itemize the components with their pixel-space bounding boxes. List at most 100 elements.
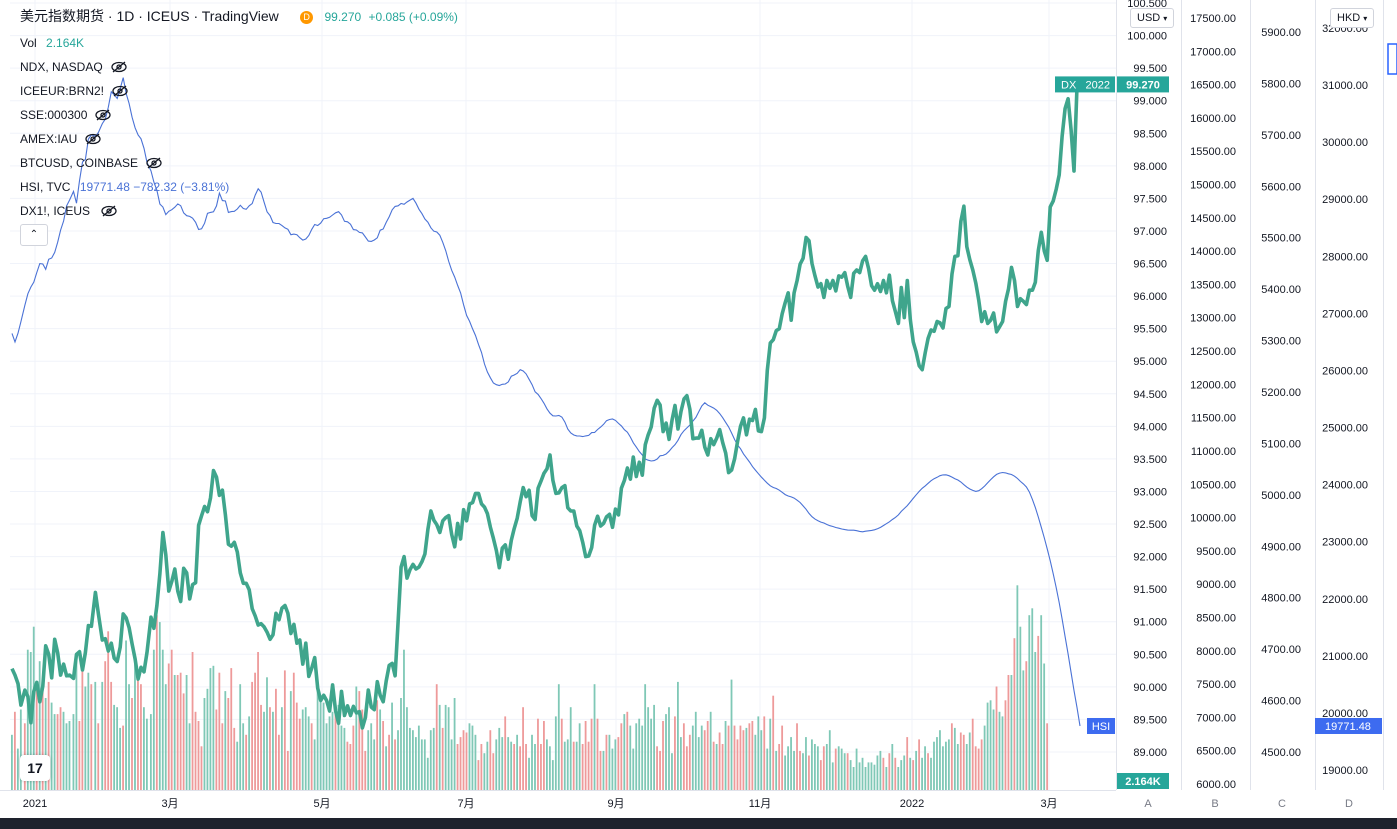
bottom-toolbar	[0, 818, 1397, 829]
hidden-symbol-legend[interactable]: ICEEUR:BRN2!	[20, 84, 128, 98]
hsi-legend[interactable]: HSI, TVC 19771.48 −782.32 (−3.81%)	[20, 180, 229, 194]
volume-bar	[593, 684, 596, 790]
volume-bar	[173, 675, 176, 790]
hidden-symbol-legend[interactable]: BTCUSD, COINBASE	[20, 156, 162, 170]
hidden-eye-icon[interactable]	[112, 85, 128, 97]
volume-bar	[930, 757, 932, 790]
volume-bar	[840, 748, 843, 790]
volume-bar	[266, 677, 268, 790]
hidden-symbol-legend[interactable]: NDX, NASDAQ	[20, 60, 127, 74]
volume-legend[interactable]: Vol 2.164K	[20, 36, 84, 50]
volume-bar	[545, 739, 548, 790]
volume-bar	[370, 723, 373, 790]
volume-bar	[128, 684, 130, 790]
volume-bar	[825, 744, 828, 790]
volume-bar	[13, 711, 16, 790]
volume-bar	[831, 762, 834, 790]
volume-bar	[116, 707, 119, 790]
volume-bar	[796, 723, 798, 790]
axis-tick-label: 100.000	[1127, 31, 1167, 43]
hidden-symbol-label: ICEEUR:BRN2!	[20, 84, 105, 98]
volume-bar	[167, 663, 170, 790]
volume-bar	[212, 665, 215, 790]
hidden-eye-icon[interactable]	[101, 205, 118, 217]
axis-tick-label: 14000.00	[1190, 246, 1236, 258]
volume-bar	[942, 746, 944, 790]
volume-bar	[635, 723, 638, 790]
collapse-legend-button[interactable]: ⌃	[20, 224, 48, 246]
axis-tick-label: 23000.00	[1322, 537, 1368, 549]
currency-usd-button[interactable]: USD ▾	[1130, 8, 1175, 28]
currency-hkd-button[interactable]: HKD ▾	[1330, 8, 1375, 28]
axis-tick-label: 99.000	[1133, 96, 1167, 108]
axis-tick-label: 6500.00	[1196, 746, 1236, 758]
axis-tick-label: 16500.00	[1190, 80, 1236, 92]
volume-bar	[953, 727, 956, 790]
volume-bar	[269, 707, 271, 790]
volume-bar	[140, 684, 142, 790]
volume-bar	[429, 730, 432, 790]
volume-bar	[885, 767, 888, 790]
volume-bar	[65, 723, 68, 790]
volume-bar	[962, 734, 965, 790]
volume-bar	[376, 700, 379, 790]
axis-tick-label: 92.000	[1133, 552, 1167, 564]
volume-bar	[62, 711, 65, 790]
last-value-labels: DX 2022 99.270 HSI 19771.48 2.164K	[1055, 76, 1382, 789]
volume-bar	[283, 670, 286, 790]
volume-bar	[90, 684, 93, 790]
axis-tick-label: 8000.00	[1196, 646, 1236, 658]
volume-bar	[980, 739, 983, 790]
axis-tick-label: 9000.00	[1196, 579, 1236, 591]
volume-bar	[334, 704, 337, 790]
volume-bar	[158, 622, 161, 790]
last-price: 99.270	[324, 10, 362, 24]
volume-bar	[254, 672, 256, 790]
volume-bar	[1016, 585, 1019, 790]
hsi-name-text: HSI	[1092, 721, 1110, 733]
volume-bar	[382, 721, 385, 790]
volume-bar	[275, 688, 277, 790]
volume-bar	[468, 723, 471, 790]
symbol-title[interactable]: 美元指数期货 · 1D · ICEUS · TradingView	[20, 8, 279, 24]
volume-bar	[59, 707, 62, 790]
volume-bar	[286, 750, 289, 790]
tradingview-logo[interactable]: 17	[20, 755, 50, 781]
volume-bar	[876, 755, 879, 790]
volume-bar	[1004, 700, 1007, 790]
volume-bar	[766, 748, 769, 790]
axis-tick-label: 97.000	[1133, 226, 1167, 238]
data-delay-badge: D	[300, 11, 314, 24]
volume-bar	[507, 737, 510, 790]
volume-bar	[742, 730, 745, 790]
volume-bar	[656, 746, 658, 790]
axis-tick-label: 6000.00	[1196, 779, 1236, 791]
volume-bar	[682, 723, 685, 790]
hidden-symbol-legend[interactable]: AMEX:IAU	[20, 132, 102, 146]
hidden-eye-icon[interactable]	[85, 133, 102, 145]
hidden-eye-icon[interactable]	[111, 61, 127, 73]
axis-tick-label: 89.500	[1133, 714, 1167, 726]
hidden-eye-icon[interactable]	[146, 157, 162, 169]
price-change: +0.085 (+0.09%)	[368, 10, 458, 24]
volume-bar	[388, 734, 390, 790]
volume-bar	[581, 744, 584, 790]
volume-bar	[155, 615, 158, 790]
volume-bar	[313, 739, 316, 790]
price-axes: 100.500 100.000 99.500 99.000 98.500 98.000 97…	[1116, 0, 1397, 810]
volume-bar	[200, 746, 203, 790]
dx1-legend[interactable]: DX1!, ICEUS	[20, 204, 118, 218]
hidden-eye-icon[interactable]	[95, 109, 112, 121]
hidden-symbol-legend[interactable]: SSE:000300	[20, 108, 112, 122]
axis-tick-label: 15000.00	[1190, 180, 1236, 192]
axis-tick-label: 96.500	[1133, 259, 1167, 271]
chevron-down-icon: ▾	[1363, 14, 1368, 23]
axis-tick-label: 4500.00	[1261, 747, 1301, 759]
volume-bar	[176, 675, 179, 790]
volume-bar	[769, 718, 772, 790]
volume-bar	[278, 734, 280, 790]
volume-bar	[617, 737, 620, 790]
volume-bar	[38, 661, 41, 790]
volume-bar	[53, 714, 56, 790]
